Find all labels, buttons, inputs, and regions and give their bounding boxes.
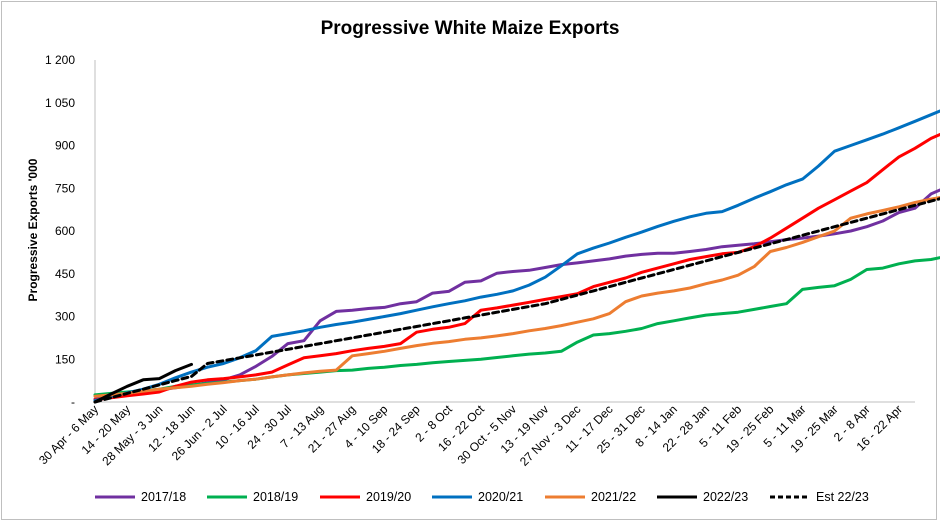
series-line-2017-18 (93, 188, 940, 401)
chart-title: Progressive White Maize Exports (321, 18, 620, 39)
y-tick-label: - (71, 395, 75, 409)
y-tick-labels: - 150 300 450 600 750 900 1 050 1 200 (45, 53, 75, 409)
y-tick-label: 1 050 (45, 96, 75, 110)
series-line-est-22-23 (93, 197, 940, 404)
y-tick-label: 1 200 (45, 53, 75, 67)
legend-label: Est 22/23 (816, 490, 869, 504)
legend-label: 2022/23 (703, 490, 748, 504)
y-tick-label: 750 (55, 181, 75, 195)
legend-label: 2017/18 (141, 490, 186, 504)
legend: 2017/18 2018/19 2019/20 2020/21 2021/22 2022/… (95, 490, 869, 504)
series-lines (93, 109, 940, 404)
legend-label: 2021/22 (591, 490, 636, 504)
y-tick-label: 450 (55, 267, 75, 281)
y-tick-label: 900 (55, 139, 75, 153)
series-line-2021-22 (93, 195, 940, 398)
legend-label: 2018/19 (253, 490, 298, 504)
y-axis-label: Progressive Exports '000 (26, 158, 40, 301)
y-tick-label: 150 (55, 352, 75, 366)
y-tick-label: 300 (55, 310, 75, 324)
series-line-2022-23 (93, 362, 193, 404)
series-line-2019-20 (93, 132, 940, 402)
legend-label: 2020/21 (478, 490, 523, 504)
legend-label: 2019/20 (366, 490, 411, 504)
y-tick-label: 600 (55, 224, 75, 238)
series-line-2020-21 (93, 109, 940, 403)
axes (94, 60, 915, 403)
